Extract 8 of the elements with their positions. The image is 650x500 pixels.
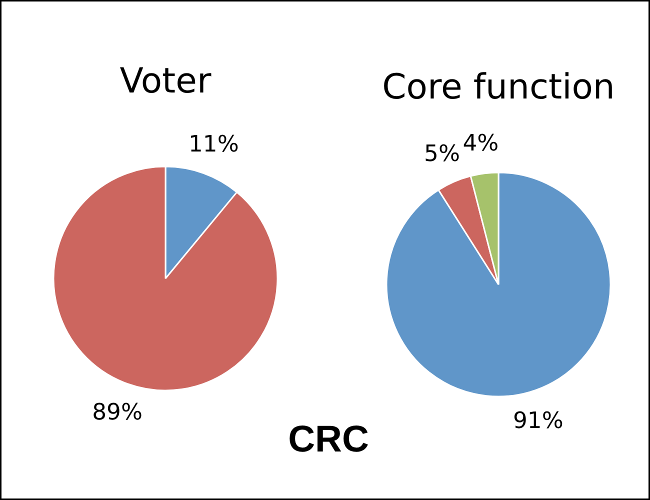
chart-title: Core function xyxy=(382,68,615,108)
text: CRC xyxy=(288,418,369,460)
data-label: 4% xyxy=(462,130,499,156)
data-label: 91% xyxy=(513,408,564,434)
chart-title: Voter xyxy=(120,62,212,102)
data-label: 5% xyxy=(424,140,460,167)
data-label: 89% xyxy=(92,399,142,426)
data-label: 11% xyxy=(188,132,239,158)
